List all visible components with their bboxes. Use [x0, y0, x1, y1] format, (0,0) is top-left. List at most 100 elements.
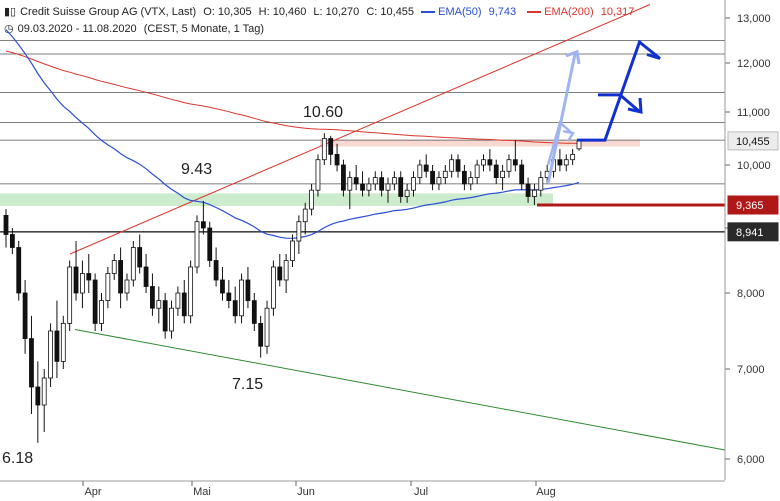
candle-body	[156, 300, 162, 309]
candle	[86, 254, 92, 293]
price-tag: 9,365	[727, 195, 779, 215]
y-tick-label: 6,000	[737, 454, 765, 466]
candle	[493, 159, 499, 184]
candle	[67, 260, 73, 331]
x-tick-label: Aug	[536, 486, 556, 498]
candle	[417, 159, 423, 184]
candle	[9, 228, 15, 254]
candle-body	[22, 292, 28, 339]
candle	[296, 215, 302, 254]
candle	[143, 254, 149, 293]
candle-body	[366, 183, 372, 191]
candle	[341, 159, 346, 197]
candle-body	[379, 177, 385, 191]
candle-body	[461, 170, 467, 185]
candle	[226, 280, 232, 309]
candle-body	[54, 330, 60, 362]
candle-body	[347, 177, 353, 191]
candle	[315, 154, 321, 197]
candle	[423, 154, 429, 178]
candle-body	[557, 159, 563, 166]
candle	[321, 133, 327, 165]
candle-body	[570, 153, 576, 161]
candle	[290, 234, 295, 267]
candle-body	[302, 208, 308, 223]
candle	[73, 241, 79, 301]
candle-body	[220, 279, 225, 294]
candle	[207, 221, 213, 267]
price-tag-box	[727, 222, 779, 242]
candle-body	[309, 189, 315, 210]
annotation-label: 9.43	[181, 161, 212, 178]
candle-body	[118, 260, 123, 294]
candle-body	[48, 330, 53, 379]
candle	[239, 273, 244, 324]
ema50-line	[5, 29, 580, 239]
candle-body	[525, 183, 531, 197]
candle	[302, 202, 308, 235]
candle	[411, 171, 416, 197]
candle	[398, 171, 404, 203]
candle	[245, 267, 251, 309]
candle	[360, 171, 365, 197]
candle	[366, 177, 372, 197]
candle	[474, 159, 480, 184]
candle	[118, 247, 123, 309]
candle	[519, 159, 525, 191]
candle	[181, 280, 187, 324]
candle	[41, 369, 47, 432]
support-zone	[0, 193, 553, 206]
candle	[506, 154, 512, 178]
candle	[54, 300, 60, 378]
projection-arrow-main	[577, 40, 661, 142]
clock-icon: ◷	[4, 23, 14, 35]
candle-body	[404, 189, 410, 197]
candle-body	[341, 164, 346, 191]
candle	[404, 183, 410, 203]
close-value: C: 10,455	[366, 6, 415, 18]
candle	[385, 177, 391, 203]
open-value: O: 10,305	[203, 6, 252, 18]
candle-body	[449, 159, 455, 172]
candle-body	[270, 266, 276, 309]
candle-body	[391, 177, 397, 185]
candle-body	[16, 247, 22, 294]
candle	[150, 273, 155, 316]
candle-body	[353, 177, 359, 185]
candle	[283, 254, 289, 293]
candle	[436, 171, 442, 191]
candle	[468, 171, 474, 191]
candle	[188, 260, 194, 324]
candle-body	[290, 240, 295, 261]
candle-body	[385, 183, 391, 191]
candle-body	[3, 214, 9, 235]
candle-body	[258, 322, 264, 347]
candle	[270, 260, 276, 316]
candle-body	[99, 300, 104, 324]
candle	[347, 171, 353, 210]
chart-meta: (CEST, 5 Monate, 1 Tag)	[143, 23, 264, 35]
candle-body	[245, 279, 251, 302]
candle	[430, 165, 435, 191]
date-range: 09.03.2020 - 11.08.2020	[17, 23, 137, 35]
candle	[258, 315, 264, 358]
candle	[194, 215, 200, 274]
candle	[372, 171, 378, 191]
candle	[353, 165, 359, 191]
candle	[162, 293, 168, 339]
candle-body	[239, 279, 244, 317]
candle	[111, 254, 117, 280]
price-tag-label: 9,365	[736, 200, 764, 212]
candle-body	[474, 164, 480, 178]
price-tag-box	[727, 195, 779, 215]
candle-body	[60, 322, 66, 362]
candle	[22, 280, 28, 354]
candle-body	[181, 292, 187, 317]
candle	[570, 149, 576, 165]
candle-body	[487, 159, 493, 166]
candle	[461, 165, 467, 191]
candle-body	[92, 279, 98, 324]
candle-body	[519, 164, 525, 185]
candle-body	[162, 300, 168, 332]
